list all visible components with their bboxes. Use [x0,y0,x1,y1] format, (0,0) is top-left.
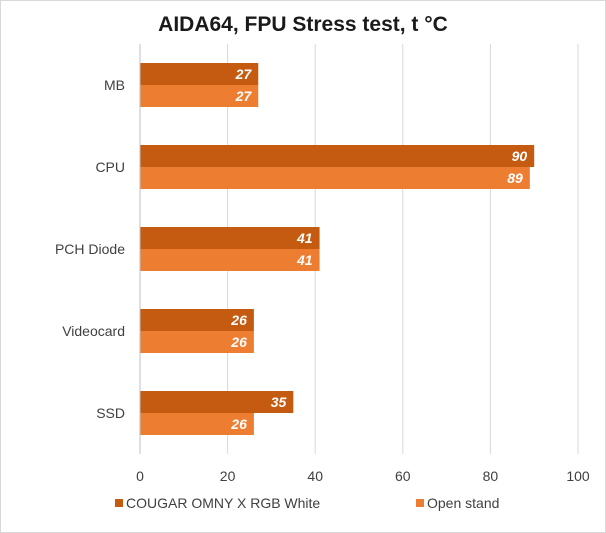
data-label: 26 [230,416,247,432]
x-tick-label: 20 [220,468,236,484]
legend-label: Open stand [427,495,499,511]
chart-title: AIDA64, FPU Stress test, t °C [158,13,448,36]
category-label: MB [104,77,125,93]
legend-swatch [416,499,424,507]
data-label: 35 [271,394,287,410]
data-label: 41 [296,252,313,268]
bar [140,167,530,189]
category-label: SSD [96,405,125,421]
bar [140,309,254,331]
bar [140,227,320,249]
category-label: CPU [95,159,125,175]
x-tick-label: 60 [395,468,411,484]
category-label: Videocard [62,323,125,339]
data-label: 41 [296,230,313,246]
bar [140,63,259,85]
x-tick-label: 40 [307,468,323,484]
data-label: 90 [512,148,528,164]
legend-swatch [115,499,123,507]
data-label: 27 [235,66,253,82]
x-tick-label: 80 [483,468,499,484]
data-label: 26 [230,312,247,328]
data-label: 26 [230,334,247,350]
category-label: PCH Diode [55,241,125,257]
data-label: 27 [235,88,253,104]
bar [140,85,259,107]
x-tick-label: 100 [566,468,590,484]
bar [140,413,254,435]
bar [140,391,294,413]
bar [140,331,254,353]
legend-label: COUGAR OMNY X RGB White [126,495,320,511]
bar [140,249,320,271]
x-tick-label: 0 [136,468,144,484]
bar [140,145,535,167]
data-label: 89 [507,170,523,186]
